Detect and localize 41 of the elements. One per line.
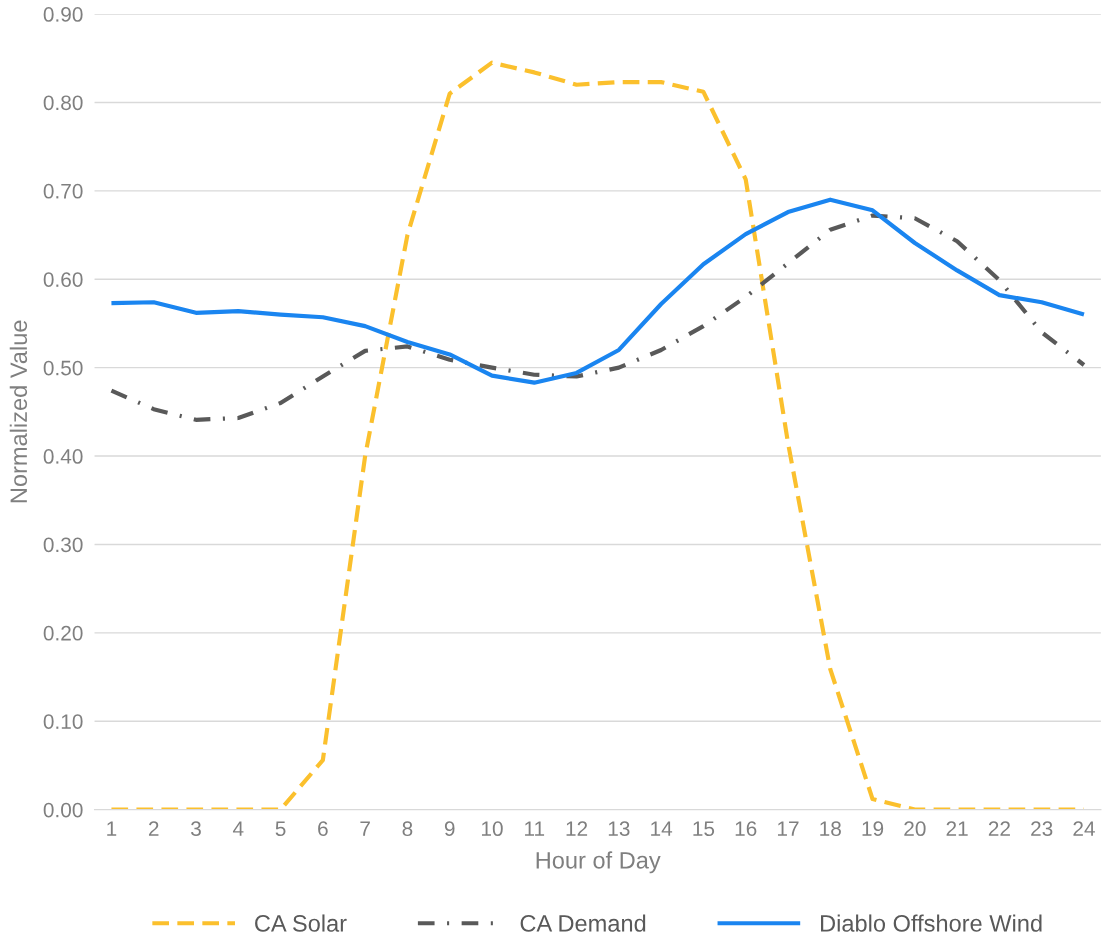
x-axis-title: Hour of Day: [536, 851, 661, 874]
x-tick-label: 22: [988, 821, 1010, 836]
x-tick-label: 24: [1073, 821, 1095, 836]
legend-label: Diablo Offshore Wind: [821, 914, 1042, 932]
x-tick-label: 14: [651, 821, 673, 836]
y-tick-label: 0.50: [43, 360, 83, 376]
x-tick-label: 3: [191, 821, 201, 837]
y-tick-label: 0.70: [43, 183, 83, 199]
y-tick-label: 0.60: [43, 272, 83, 287]
y-tick-label: 0.00: [43, 802, 83, 818]
x-tick-label: 17: [777, 821, 799, 836]
x-tick-label: 2: [148, 821, 159, 836]
x-tick-label: 15: [693, 821, 715, 837]
x-tick-label: 10: [481, 821, 503, 837]
y-tick-label: 0.40: [43, 449, 83, 464]
x-tick-label: 16: [735, 821, 757, 837]
x-tick-label: 7: [360, 821, 370, 836]
x-tick-label: 4: [232, 821, 244, 836]
x-tick-label: 20: [904, 821, 926, 837]
x-tick-label: 8: [402, 821, 413, 837]
y-tick-label: 0.20: [43, 625, 83, 641]
y-tick-label: 0.30: [43, 537, 83, 553]
y-axis-title: Normalized Value: [9, 320, 28, 503]
y-tick-label: 0.90: [43, 7, 83, 22]
legend-label: CA Demand: [520, 914, 646, 932]
x-tick-label: 13: [608, 821, 630, 837]
x-tick-label: 18: [820, 821, 841, 837]
x-tick-label: 5: [275, 821, 286, 837]
x-tick-label: 12: [566, 821, 588, 836]
y-tick-label: 0.10: [43, 714, 83, 729]
x-tick-label: 9: [444, 821, 455, 837]
y-tick-label: 0.80: [43, 95, 83, 111]
x-tick-label: 6: [318, 821, 328, 837]
x-tick-label: 11: [525, 821, 545, 836]
legend-label: CA Solar: [255, 914, 347, 932]
x-tick-label: 21: [946, 821, 968, 836]
x-tick-label: 1: [107, 821, 117, 836]
line-series: [109, 213, 1087, 422]
x-tick-label: 23: [1031, 821, 1053, 837]
x-tick-label: 19: [862, 821, 884, 837]
line-series: [109, 197, 1087, 385]
